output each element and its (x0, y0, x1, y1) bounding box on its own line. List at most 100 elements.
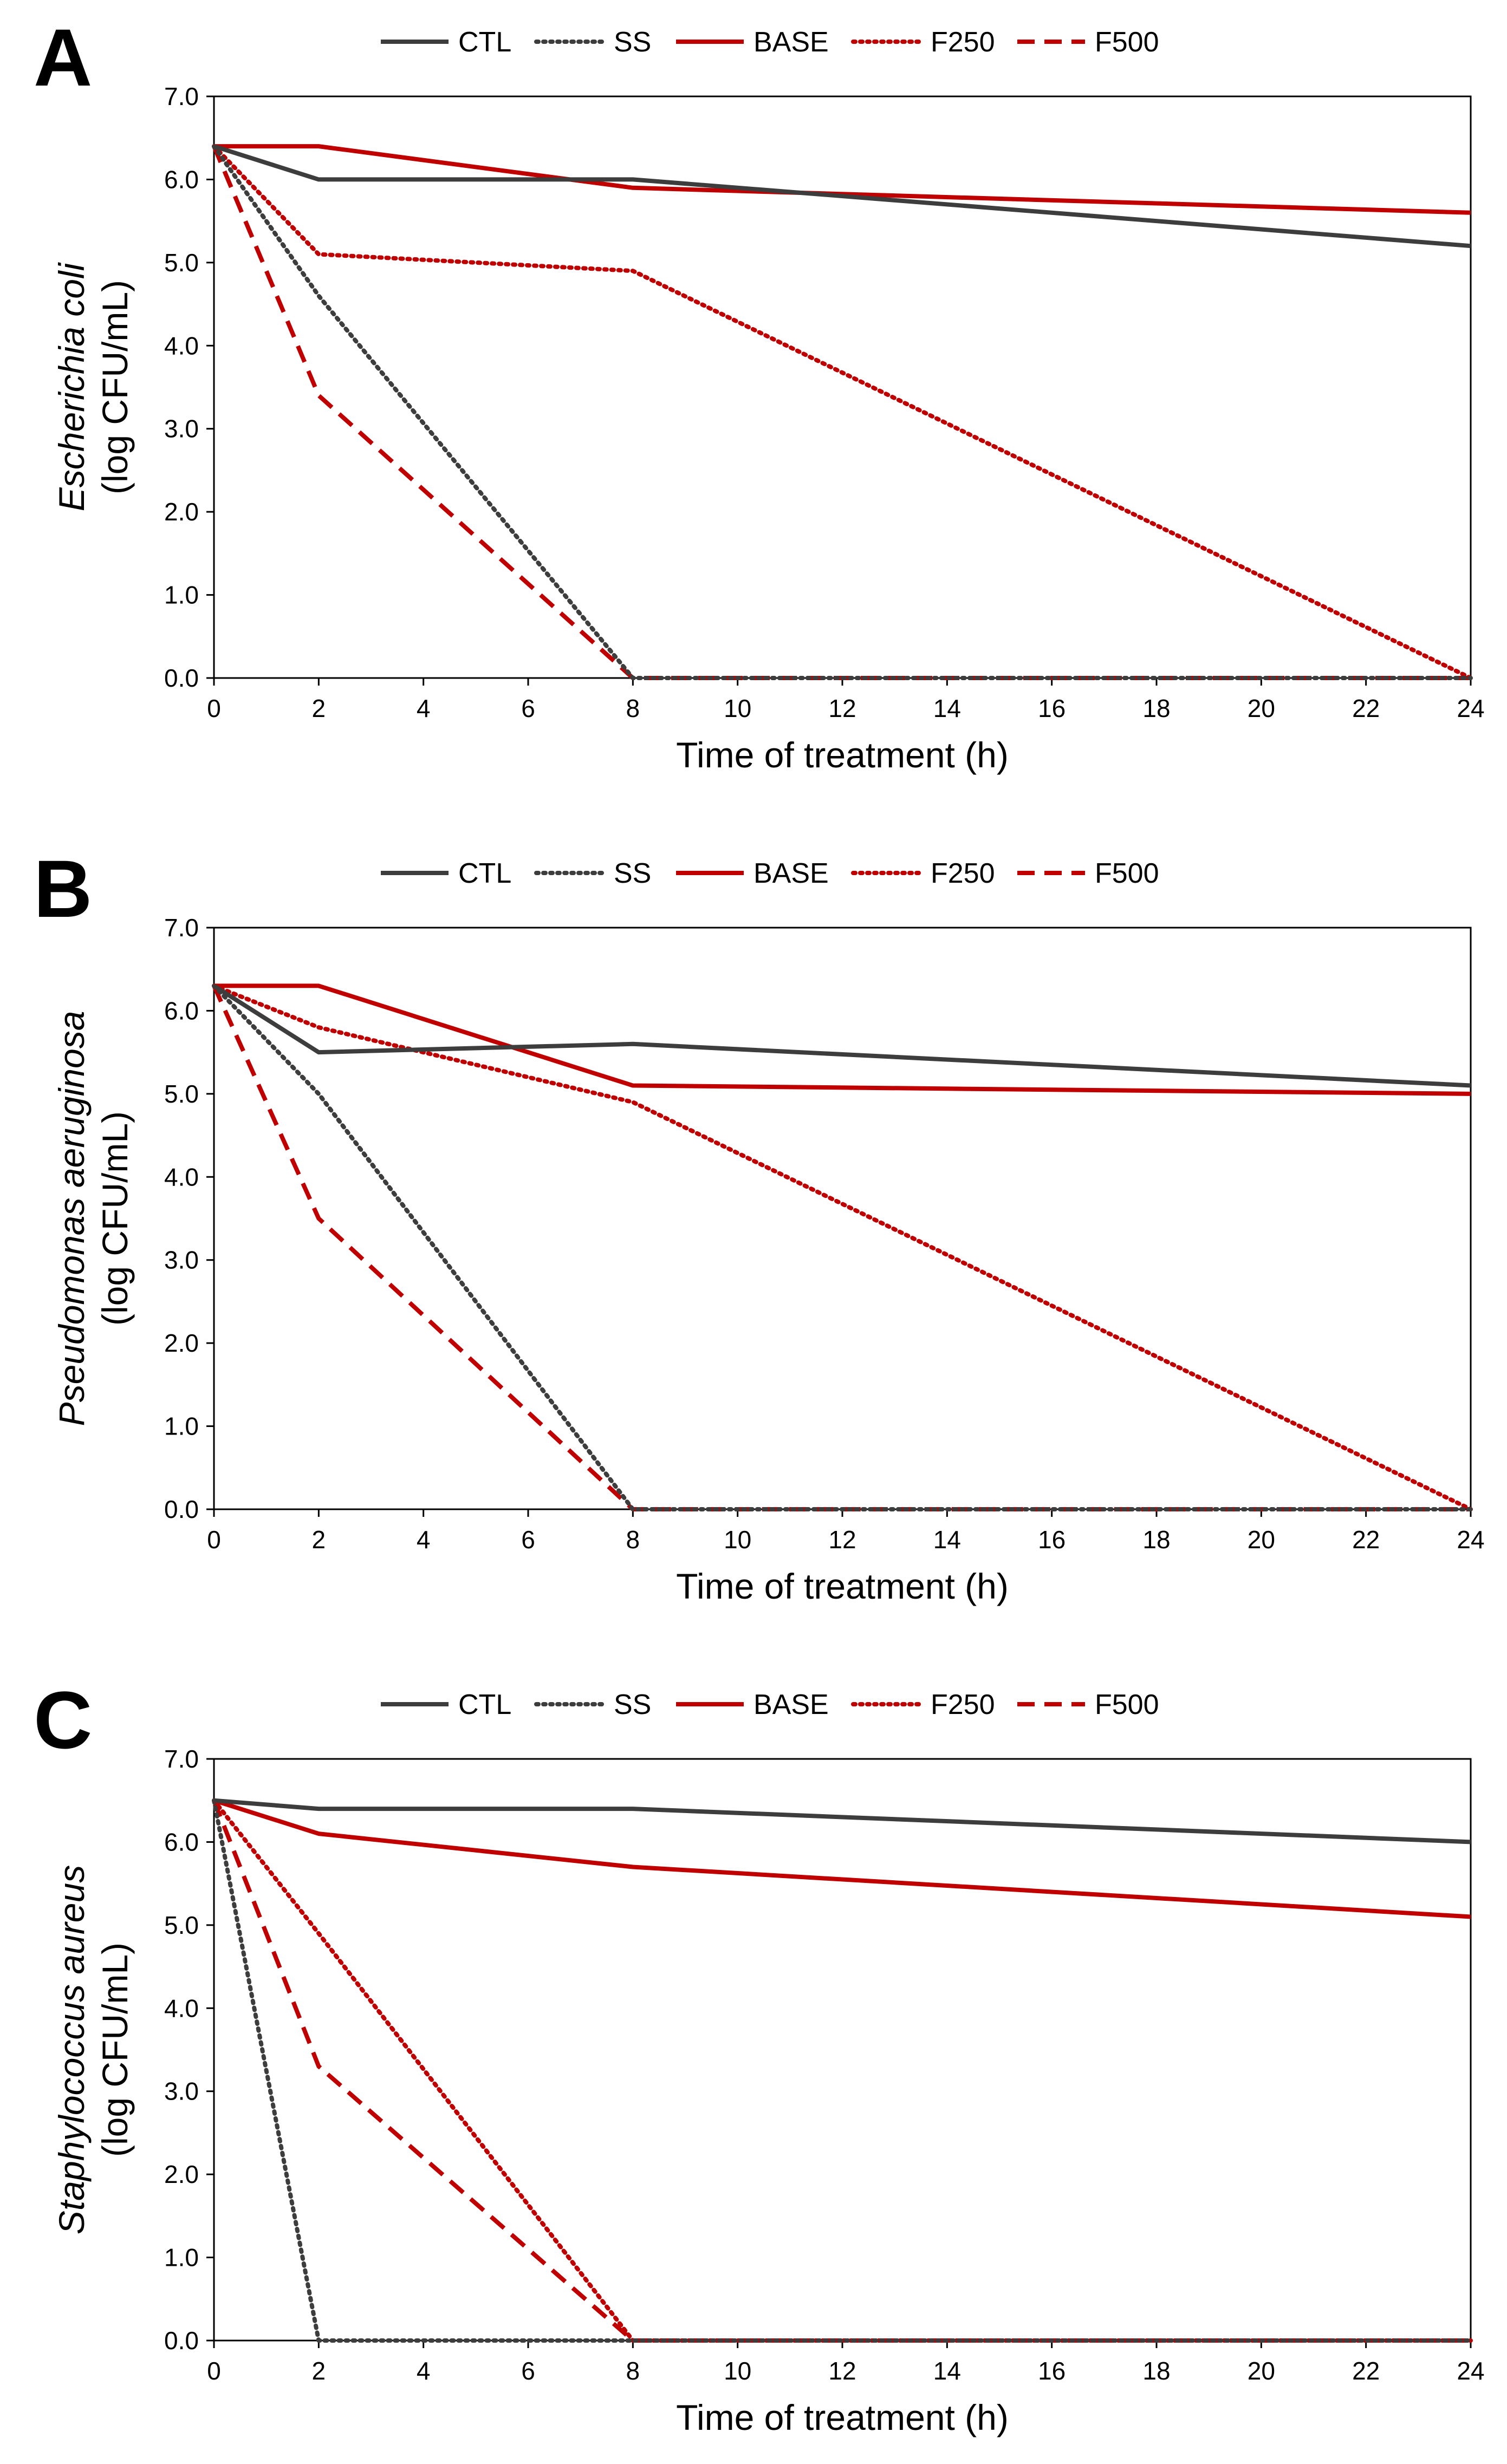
legend-label-f500: F500 (1095, 858, 1159, 889)
x-tick-label: 6 (521, 2357, 535, 2385)
legend-label-ss: SS (614, 1689, 651, 1720)
x-tick-label: 20 (1248, 2357, 1275, 2385)
x-axis-title: Time of treatment (h) (676, 735, 1009, 775)
y-tick-label: 3.0 (164, 1246, 199, 1274)
chart-panel-a: A CTL SS BASE F250 F500 0.0 1.0 2.0 3.0 4.0 5.0 6.0 7… (34, 12, 1485, 775)
series-line-ss (212, 983, 1473, 1511)
legend-label-ctl: CTL (458, 1689, 511, 1720)
x-tick-label: 14 (933, 2357, 961, 2385)
y-tick-label: 1.0 (164, 2244, 199, 2272)
x-tick-label: 8 (626, 694, 640, 722)
panel-letter: B (34, 843, 92, 934)
series-line-ctl (213, 144, 1471, 249)
y-tick-label: 6.0 (164, 165, 199, 193)
x-tick-label: 10 (724, 694, 751, 722)
y-tick-label: 3.0 (164, 2077, 199, 2106)
x-tick-label: 4 (417, 694, 431, 722)
y-axis-title-unit: (log CFU/mL) (95, 1111, 135, 1326)
y-axis-title-unit: (log CFU/mL) (95, 1942, 135, 2157)
y-tick-label: 5.0 (164, 1080, 199, 1108)
x-tick-label: 0 (207, 1526, 221, 1554)
y-tick-label: 2.0 (164, 2160, 199, 2188)
x-tick-label: 24 (1457, 694, 1484, 722)
legend-label-base: BASE (754, 1689, 829, 1720)
y-tick-label: 7.0 (164, 914, 199, 942)
y-tick-label: 5.0 (164, 1911, 199, 1939)
plot-frame (213, 1758, 1472, 2342)
panel-letter: A (34, 12, 92, 103)
series-line-f250 (212, 983, 1473, 1511)
plot-frame (213, 927, 1472, 1510)
chart-panel-b: B CTL SS BASE F250 F500 0.0 1.0 2.0 3.0 4.0 5.0 6.0 7… (34, 843, 1485, 1606)
x-tick-label: 18 (1142, 694, 1170, 722)
x-tick-label: 12 (828, 1526, 856, 1554)
y-tick-label: 2.0 (164, 498, 199, 526)
x-axis-title: Time of treatment (h) (676, 1566, 1009, 1606)
legend-label-base: BASE (754, 858, 829, 889)
y-tick-label: 5.0 (164, 249, 199, 277)
y-tick-label: 7.0 (164, 82, 199, 110)
x-tick-label: 24 (1457, 2357, 1484, 2385)
panel-letter: C (34, 1674, 92, 1765)
legend-label-f250: F250 (931, 1689, 995, 1720)
legend-label-f500: F500 (1095, 27, 1159, 58)
x-tick-label: 12 (828, 694, 856, 722)
x-tick-label: 6 (521, 694, 535, 722)
x-tick-label: 6 (521, 1526, 535, 1554)
legend-label-base: BASE (754, 27, 829, 58)
x-tick-label: 22 (1352, 694, 1380, 722)
y-tick-label: 0.0 (164, 664, 199, 692)
legend-label-f250: F250 (931, 858, 995, 889)
y-axis-title-unit: (log CFU/mL) (95, 280, 135, 494)
x-tick-label: 18 (1142, 2357, 1170, 2385)
y-tick-label: 0.0 (164, 2326, 199, 2355)
x-tick-label: 12 (828, 2357, 856, 2385)
y-tick-label: 0.0 (164, 1495, 199, 1523)
series-line-f250 (212, 144, 1473, 680)
legend: CTL SS BASE F250 F500 (381, 27, 1159, 58)
x-tick-label: 24 (1457, 1526, 1484, 1554)
x-tick-label: 10 (724, 1526, 751, 1554)
y-tick-label: 7.0 (164, 1745, 199, 1773)
series-line-base (214, 144, 1471, 215)
x-tick-label: 22 (1352, 2357, 1380, 2385)
x-tick-label: 20 (1248, 1526, 1275, 1554)
x-tick-label: 14 (933, 694, 961, 722)
x-tick-label: 2 (312, 694, 326, 722)
x-tick-label: 22 (1352, 1526, 1380, 1554)
series-line-f500 (212, 985, 1471, 1511)
legend-label-ctl: CTL (458, 858, 511, 889)
y-tick-label: 1.0 (164, 1412, 199, 1440)
x-tick-label: 0 (207, 2357, 221, 2385)
x-tick-label: 14 (933, 1526, 961, 1554)
legend: CTL SS BASE F250 F500 (381, 1689, 1159, 1720)
legend-label-ctl: CTL (458, 27, 511, 58)
x-tick-label: 10 (724, 2357, 751, 2385)
y-axis-title-species: Pseudomonas aeruginosa (51, 1011, 92, 1426)
x-tick-label: 4 (417, 1526, 431, 1554)
x-tick-label: 8 (626, 2357, 640, 2385)
y-tick-label: 1.0 (164, 581, 199, 609)
x-tick-label: 16 (1038, 694, 1066, 722)
legend-label-ss: SS (614, 858, 651, 889)
series-line-ctl (212, 984, 1471, 1088)
y-axis-title-species: Escherichia coli (51, 262, 92, 511)
x-tick-label: 0 (207, 694, 221, 722)
x-tick-label: 18 (1142, 1526, 1170, 1554)
series-line-ctl (213, 1798, 1471, 1844)
x-tick-label: 16 (1038, 1526, 1066, 1554)
y-tick-label: 4.0 (164, 1163, 199, 1191)
plot-frame (213, 95, 1472, 679)
series-line-f500 (212, 145, 1471, 680)
x-tick-label: 2 (312, 1526, 326, 1554)
x-tick-label: 4 (417, 2357, 431, 2385)
x-tick-label: 20 (1248, 694, 1275, 722)
chart-panel-c: C CTL SS BASE F250 F500 0.0 1.0 2.0 3.0 4.0 5.0 6.0 7… (34, 1674, 1485, 2437)
y-tick-label: 2.0 (164, 1329, 199, 1357)
y-tick-label: 4.0 (164, 1994, 199, 2022)
legend-label-f500: F500 (1095, 1689, 1159, 1720)
legend: CTL SS BASE F250 F500 (381, 858, 1159, 889)
series-line-ss (212, 144, 1473, 680)
x-tick-label: 8 (626, 1526, 640, 1554)
